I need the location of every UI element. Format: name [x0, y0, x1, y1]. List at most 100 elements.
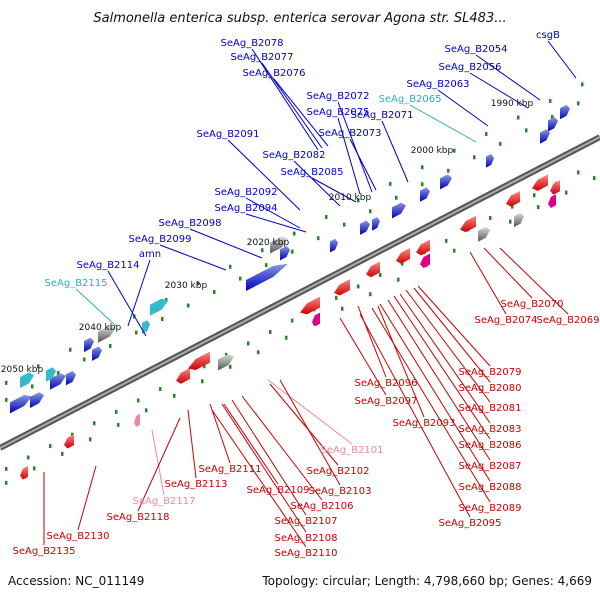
gene-label[interactable]: SeAg_B2118	[107, 512, 170, 523]
gene-arrow[interactable]	[270, 236, 288, 254]
gene-arrow[interactable]	[66, 370, 76, 386]
gene-label[interactable]: SeAg_B2074	[475, 315, 538, 326]
gene-label[interactable]: SeAg_B2072	[307, 91, 370, 102]
gene-label[interactable]: SeAg_B2079	[459, 367, 522, 378]
gene-label[interactable]: SeAg_B2113	[165, 479, 228, 490]
gene-label[interactable]: SeAg_B2108	[275, 533, 338, 544]
gene-arrow[interactable]	[84, 337, 94, 352]
gene-label[interactable]: SeAg_B2117	[133, 496, 196, 507]
gene-arrow[interactable]	[30, 392, 44, 408]
gene-arrow[interactable]	[98, 325, 116, 343]
gene-label[interactable]: SeAg_B2081	[459, 403, 522, 414]
gene-label[interactable]: SeAg_B2099	[129, 234, 192, 245]
gene-arrow[interactable]	[312, 312, 320, 327]
gene-arrow[interactable]	[246, 263, 288, 291]
gene-label[interactable]: SeAg_B2091	[197, 129, 260, 140]
gene-label[interactable]: SeAg_B2098	[159, 218, 222, 229]
gene-arrow[interactable]	[540, 129, 550, 144]
gene-label[interactable]: SeAg_B2054	[445, 44, 508, 55]
gene-arrow[interactable]	[300, 296, 320, 315]
gene-arrow[interactable]	[334, 279, 350, 296]
gene-label[interactable]: SeAg_B2063	[407, 79, 470, 90]
gene-label[interactable]: SeAg_B2070	[501, 299, 564, 310]
gene-label[interactable]: SeAg_B2056	[439, 62, 502, 73]
gene-label[interactable]: SeAg_B2102	[307, 466, 370, 477]
gene-label[interactable]: SeAg_B2069	[537, 315, 600, 326]
gene-label[interactable]: SeAg_B2114	[77, 260, 140, 271]
gene-arrow[interactable]	[392, 202, 406, 219]
gene-label[interactable]: SeAg_B2110	[275, 548, 338, 559]
gene-arrow[interactable]	[142, 320, 150, 334]
gene-arrow[interactable]	[188, 351, 210, 371]
gene-arrow[interactable]	[416, 239, 430, 256]
gene-label[interactable]: SeAg_B2107	[275, 516, 338, 527]
gene-label[interactable]: SeAg_B2065	[379, 94, 442, 105]
gene-label[interactable]: SeAg_B2075	[307, 107, 370, 118]
gene-label[interactable]: SeAg_B2093	[393, 418, 456, 429]
tick-mark	[5, 466, 8, 471]
gene-arrow[interactable]	[50, 373, 66, 390]
gene-arrow[interactable]	[548, 194, 556, 209]
gene-arrow[interactable]	[20, 465, 28, 480]
gene-label[interactable]: SeAg_B2092	[215, 187, 278, 198]
gene-arrow[interactable]	[420, 187, 430, 202]
gene-arrow[interactable]	[134, 413, 140, 427]
gene-label[interactable]: SeAg_B2094	[215, 203, 278, 214]
gene-arrow[interactable]	[396, 247, 410, 264]
gene-arrow[interactable]	[330, 238, 338, 253]
gene-arrow[interactable]	[560, 104, 570, 120]
gene-label[interactable]: SeAg_B2089	[459, 503, 522, 514]
gene-label[interactable]: SeAg_B2088	[459, 482, 522, 493]
gene-label[interactable]: SeAg_B2082	[263, 150, 326, 161]
gene-label[interactable]: SeAg_B2076	[243, 68, 306, 79]
gene-arrow[interactable]	[550, 180, 560, 195]
gene-arrow[interactable]	[514, 212, 524, 228]
gene-arrow[interactable]	[10, 394, 32, 414]
tick-mark	[401, 261, 404, 266]
gene-arrow[interactable]	[460, 215, 476, 233]
gene-label[interactable]: amn	[139, 249, 161, 260]
label-leader	[469, 251, 507, 315]
gene-arrow[interactable]	[440, 174, 452, 190]
gene-label[interactable]: SeAg_B2073	[319, 128, 382, 139]
gene-arrow[interactable]	[486, 153, 494, 168]
gene-arrow[interactable]	[150, 298, 168, 316]
gene-label[interactable]: csgB	[536, 30, 560, 41]
gene-label[interactable]: SeAg_B2097	[355, 396, 418, 407]
gene-label[interactable]: SeAg_B2086	[459, 440, 522, 451]
gene-label[interactable]: SeAg_B2115	[45, 278, 108, 289]
gene-label[interactable]: SeAg_B2096	[355, 378, 418, 389]
gene-label[interactable]: SeAg_B2077	[231, 52, 294, 63]
gene-arrow[interactable]	[360, 220, 370, 235]
gene-arrow[interactable]	[64, 434, 74, 449]
gene-arrow[interactable]	[532, 174, 548, 191]
gene-label[interactable]: SeAg_B2103	[309, 486, 372, 497]
gene-label[interactable]: SeAg_B2101	[321, 445, 384, 456]
gene-arrow[interactable]	[372, 216, 380, 231]
gene-label[interactable]: SeAg_B2106	[291, 501, 354, 512]
gene-arrow[interactable]	[548, 117, 558, 132]
gene-label[interactable]: SeAg_B2078	[221, 38, 284, 49]
gene-label[interactable]: SeAg_B2135	[13, 546, 76, 557]
gene-arrow[interactable]	[506, 190, 520, 207]
gene-label[interactable]: SeAg_B2130	[47, 531, 110, 542]
gene-arrow[interactable]	[366, 261, 380, 278]
gene-label[interactable]: SeAg_B2095	[439, 518, 502, 529]
gene-label[interactable]: SeAg_B2109	[247, 485, 310, 496]
gene-label[interactable]: SeAg_B2080	[459, 383, 522, 394]
gene-arrow[interactable]	[20, 372, 34, 389]
gene-arrow[interactable]	[46, 367, 56, 382]
tick-mark	[517, 115, 520, 120]
gene-label[interactable]: SeAg_B2085	[281, 167, 344, 178]
gene-label[interactable]: SeAg_B2071	[351, 110, 414, 121]
gene-arrow[interactable]	[478, 226, 490, 242]
gene-arrow[interactable]	[176, 368, 190, 384]
gene-arrow[interactable]	[420, 253, 430, 268]
gene-arrow[interactable]	[92, 346, 102, 361]
gene-label[interactable]: SeAg_B2087	[459, 461, 522, 472]
gene-label[interactable]: SeAg_B2083	[459, 424, 522, 435]
gene-label[interactable]: SeAg_B2111	[199, 464, 262, 475]
gene-arrow[interactable]	[218, 354, 234, 371]
gene-arrow[interactable]	[280, 245, 290, 261]
